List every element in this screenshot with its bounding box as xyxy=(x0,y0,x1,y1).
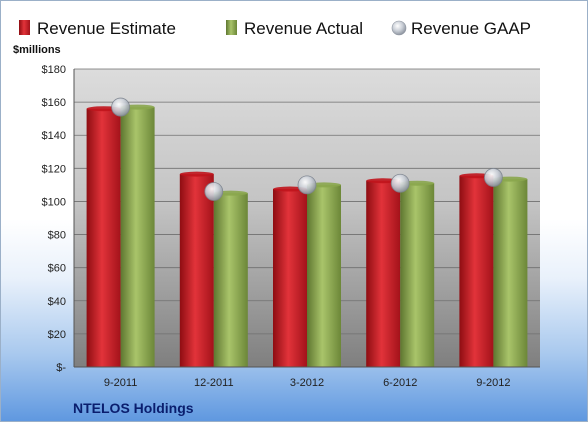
revenue-actual-bar xyxy=(120,107,155,368)
y-tick-label: $60 xyxy=(48,263,66,275)
revenue-gaap-marker xyxy=(204,182,224,201)
y-tick-label: $100 xyxy=(42,196,66,208)
x-tick-label: 9-2012 xyxy=(476,377,510,389)
legend-revenue-estimate-swatch xyxy=(19,20,30,35)
y-tick-label: $180 xyxy=(42,64,66,76)
legend-revenue-actual-label: Revenue Actual xyxy=(244,19,363,38)
revenue-estimate-bar xyxy=(86,108,121,367)
x-tick-label: 12-2011 xyxy=(194,377,234,389)
revenue-estimate-bar-cap xyxy=(179,171,214,177)
company-name: NTELOS Holdings xyxy=(73,400,194,416)
y-tick-label: $80 xyxy=(48,230,66,242)
y-tick-label: $20 xyxy=(48,329,66,341)
revenue-estimate-bar xyxy=(366,180,401,367)
x-tick-label: 3-2012 xyxy=(290,377,324,389)
y-axis-unit-label: $millions xyxy=(13,44,61,56)
revenue-gaap-marker xyxy=(111,97,130,117)
revenue-estimate-bar xyxy=(179,174,214,367)
x-tick-label: 9-2011 xyxy=(104,377,137,389)
revenue-actual-bar xyxy=(213,193,248,367)
legend-revenue-gaap-label: Revenue GAAP xyxy=(411,19,531,38)
legend-revenue-estimate-label: Revenue Estimate xyxy=(37,19,176,38)
x-tick-label: 6-2012 xyxy=(383,377,417,389)
revenue-estimate-bar xyxy=(459,175,494,367)
revenue-estimate-bar xyxy=(273,189,307,367)
y-tick-label: $120 xyxy=(42,163,66,175)
revenue-actual-bar xyxy=(400,183,435,367)
y-tick-label: $160 xyxy=(42,97,66,109)
y-tick-label: $40 xyxy=(48,296,66,308)
legend-revenue-actual-swatch xyxy=(226,20,237,35)
y-tick-label: $- xyxy=(56,362,66,374)
revenue-gaap-marker xyxy=(390,173,410,193)
revenue-gaap-marker xyxy=(297,175,317,195)
revenue-actual-bar xyxy=(307,184,341,367)
legend-revenue-gaap-swatch xyxy=(391,20,407,36)
revenue-gaap-marker xyxy=(483,168,503,187)
y-tick-label: $140 xyxy=(42,130,66,142)
revenue-actual-bar xyxy=(493,179,528,367)
